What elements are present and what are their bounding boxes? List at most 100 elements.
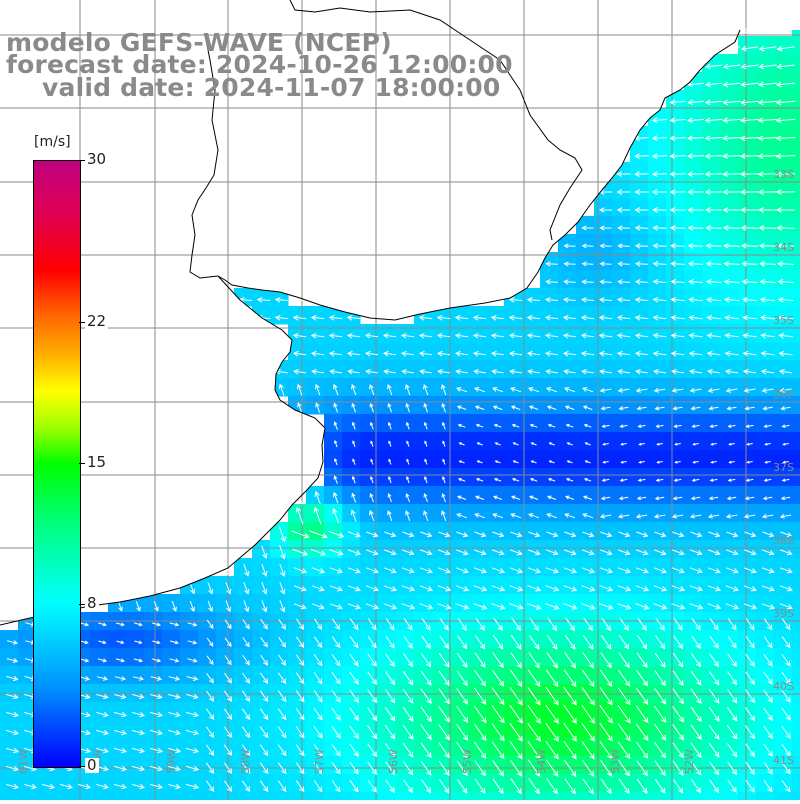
wind-vector — [473, 369, 486, 375]
speed-cell — [792, 162, 800, 181]
wind-vector — [370, 475, 374, 484]
speed-cell — [486, 324, 505, 343]
speed-cell — [252, 594, 271, 613]
speed-cell — [432, 324, 451, 343]
speed-cell — [90, 738, 109, 757]
wind-vector — [781, 743, 791, 757]
wind-vector — [474, 513, 486, 519]
speed-cell — [540, 468, 559, 487]
wind-vector — [474, 760, 486, 777]
wind-vector — [757, 135, 778, 142]
speed-cell — [486, 684, 505, 703]
wind-vector — [405, 384, 411, 396]
wind-vector — [598, 315, 613, 321]
border-line — [189, 34, 219, 279]
speed-cell — [270, 594, 289, 613]
speed-cell — [504, 738, 523, 757]
wind-vector — [420, 653, 432, 668]
speed-cell — [738, 162, 757, 181]
speed-cell — [522, 396, 541, 415]
speed-cell — [576, 216, 595, 235]
speed-cell — [666, 162, 685, 181]
wind-vector — [402, 671, 414, 686]
wind-vector — [260, 654, 268, 666]
speed-cell — [126, 702, 145, 721]
speed-cell — [36, 774, 55, 793]
wind-vector — [599, 243, 612, 249]
wind-vector — [723, 243, 740, 249]
wind-vector — [654, 652, 666, 668]
wind-vector — [171, 600, 177, 612]
speed-cell — [576, 414, 595, 433]
wind-vector — [634, 314, 649, 321]
speed-cell — [594, 414, 613, 433]
wind-vector — [779, 513, 792, 519]
wind-vector — [293, 567, 308, 574]
wind-vector — [334, 457, 338, 466]
wind-vector — [745, 653, 755, 667]
wind-vector — [635, 687, 649, 705]
speed-cell — [558, 540, 577, 559]
wind-vector — [741, 278, 758, 285]
speed-cell — [450, 342, 469, 361]
wind-vector — [114, 693, 127, 700]
speed-cell — [270, 306, 289, 325]
speed-cell — [162, 702, 181, 721]
wind-vector — [602, 460, 609, 464]
wind-vector — [653, 705, 667, 723]
wind-vector — [669, 99, 686, 106]
speed-cell — [774, 90, 793, 109]
forecast-date: forecast date: 2024-10-26 12:00:00 — [6, 50, 513, 79]
speed-cell — [702, 126, 721, 145]
speed-cell — [594, 216, 613, 235]
wind-vector — [388, 475, 392, 484]
speed-cell — [702, 216, 721, 235]
wind-vector — [635, 387, 648, 393]
wind-vector — [115, 622, 125, 627]
speed-cell — [486, 792, 505, 804]
wind-vector — [673, 617, 683, 631]
wind-vector — [402, 706, 414, 722]
speed-cell — [612, 504, 631, 523]
wind-vector — [508, 314, 523, 321]
wind-vector — [548, 460, 555, 464]
wind-vector — [332, 491, 339, 504]
speed-cell — [486, 432, 505, 451]
wind-vector — [509, 759, 523, 777]
wind-vector — [438, 706, 450, 723]
speed-cell — [108, 720, 127, 739]
speed-cell — [0, 684, 19, 703]
speed-cell — [108, 792, 127, 804]
wind-vector — [492, 405, 503, 410]
wind-vector — [492, 778, 504, 795]
speed-cell — [540, 774, 559, 793]
wind-vector — [601, 424, 610, 428]
wind-vector — [168, 676, 181, 681]
wind-vector — [617, 705, 631, 724]
wind-vector — [494, 460, 501, 464]
speed-cell — [396, 468, 415, 487]
wind-vector — [402, 742, 414, 758]
wind-vector — [689, 603, 704, 610]
wind-vector — [491, 723, 505, 742]
wind-vector — [277, 762, 287, 775]
speed-cell — [486, 720, 505, 739]
wind-vector — [352, 440, 356, 447]
wind-vector — [242, 637, 250, 648]
wind-vector — [493, 617, 504, 632]
speed-cell — [702, 414, 721, 433]
wind-vector — [492, 634, 504, 650]
wind-vector — [6, 675, 19, 682]
speed-cell — [630, 324, 649, 343]
speed-cell — [414, 450, 433, 469]
speed-cell — [378, 684, 397, 703]
speed-cell — [666, 540, 685, 559]
speed-cell — [450, 720, 469, 739]
speed-cell — [468, 630, 487, 649]
speed-cell — [126, 648, 145, 667]
speed-cell — [702, 504, 721, 523]
speed-cell — [594, 684, 613, 703]
wind-vector — [296, 618, 305, 630]
speed-cell — [486, 486, 505, 505]
wind-vector — [400, 350, 415, 357]
